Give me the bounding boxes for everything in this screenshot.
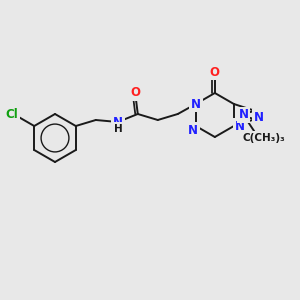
Text: N: N — [238, 109, 248, 122]
Text: Cl: Cl — [6, 107, 19, 121]
Text: N: N — [113, 116, 123, 128]
Text: N: N — [191, 98, 201, 110]
Text: N: N — [188, 124, 198, 136]
Text: O: O — [210, 65, 220, 79]
Text: C(CH₃)₃: C(CH₃)₃ — [242, 133, 285, 143]
Text: N: N — [254, 111, 264, 124]
Text: O: O — [131, 86, 141, 100]
Text: H: H — [114, 124, 123, 134]
Text: N: N — [235, 119, 245, 133]
